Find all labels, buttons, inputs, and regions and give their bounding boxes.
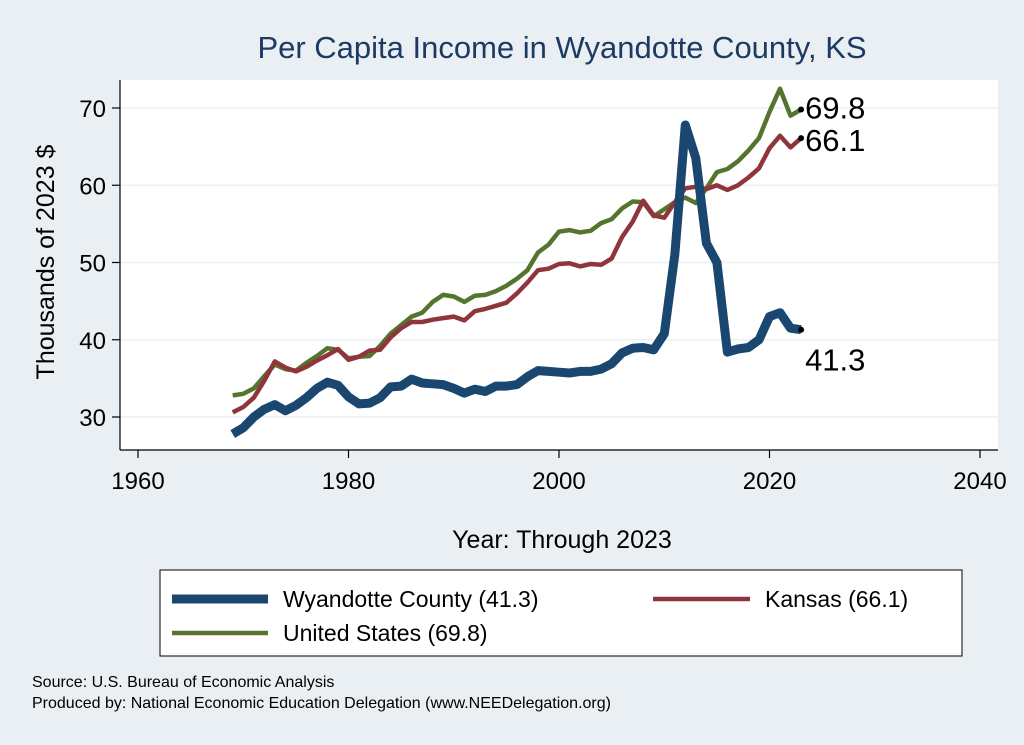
end-marker-kansas (798, 135, 805, 142)
legend-label-united-states: United States (69.8) (283, 620, 488, 646)
producer-note: Produced by: National Economic Education… (32, 695, 611, 712)
legend-label-kansas: Kansas (66.1) (765, 586, 908, 612)
legend-label-wyandotte-county: Wyandotte County (41.3) (283, 586, 538, 612)
x-tick-label-2040: 2040 (953, 468, 1006, 495)
y-tick-label-70: 70 (79, 96, 106, 123)
x-tick-label-2020: 2020 (743, 468, 796, 495)
x-tick-label-1960: 1960 (111, 468, 164, 495)
x-tick-label-1980: 1980 (322, 468, 375, 495)
y-tick-label-50: 50 (79, 251, 106, 278)
end-label-wyandotte-county: 41.3 (805, 343, 865, 378)
y-tick-label-30: 30 (79, 405, 106, 432)
series-lines (230, 86, 803, 438)
series-line-wyandotte-county (230, 120, 802, 438)
x-tick-label-2000: 2000 (532, 468, 585, 495)
end-label-united-states: 69.8 (805, 91, 865, 126)
legend-box (159, 569, 963, 657)
end-label-kansas: 66.1 (805, 123, 865, 158)
legend: Wyandotte County (41.3) Kansas (66.1) Unit… (172, 586, 908, 646)
end-marker-wyandotte-county (798, 326, 805, 333)
end-labels: 41.3 66.169.8 (798, 91, 865, 378)
y-axis-title: Thousands of 2023 $ (32, 144, 60, 379)
end-marker-united-states (798, 106, 805, 113)
y-tick-label-60: 60 (79, 173, 106, 200)
source-note: Source: U.S. Bureau of Economic Analysis (32, 674, 334, 691)
x-axis-title: Year: Through 2023 (452, 526, 672, 554)
y-axis-ticks: 30 40 50 60 70 (79, 96, 120, 432)
x-axis-ticks: 1960 1980 2000 2020 2040 (111, 450, 1007, 495)
series-line-kansas (231, 133, 803, 415)
y-tick-label-40: 40 (79, 328, 106, 355)
chart-title: Per Capita Income in Wyandotte County, K… (257, 30, 866, 65)
